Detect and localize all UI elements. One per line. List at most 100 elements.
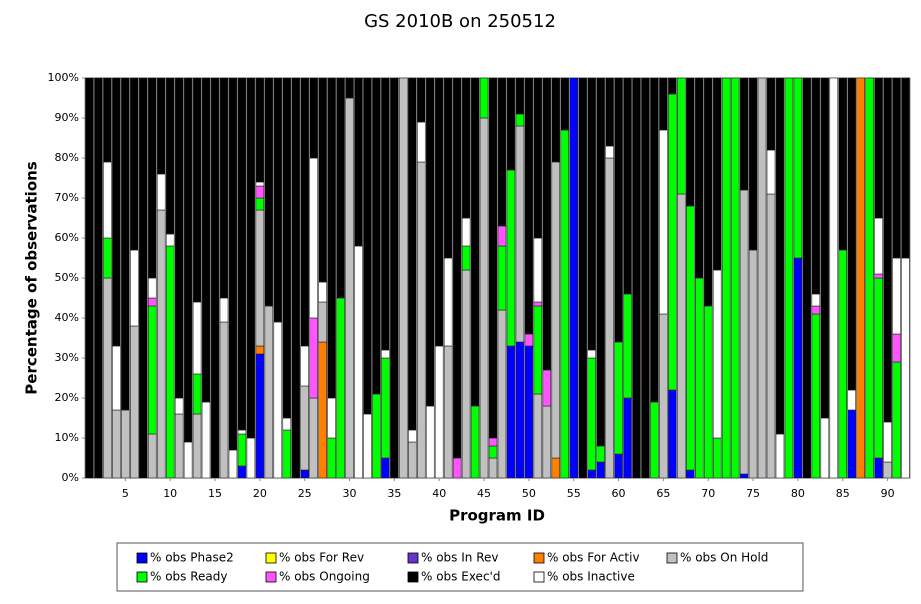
- y-tick-label: 20%: [55, 391, 79, 404]
- bar-segment: [201, 401, 211, 479]
- bar-segment: [721, 77, 731, 479]
- bar-segment: [811, 293, 821, 307]
- bar-segment: [479, 77, 489, 119]
- bar-segment: [201, 77, 211, 403]
- bar-segment: [130, 325, 139, 479]
- bar-segment: [838, 249, 848, 479]
- bar-segment: [363, 413, 372, 479]
- bar-segment: [623, 293, 632, 399]
- x-tick-label: 40: [432, 487, 446, 500]
- x-tick-label: 80: [791, 487, 805, 500]
- bar-segment: [381, 357, 390, 459]
- bar-segment: [318, 341, 327, 479]
- bar-segment: [712, 269, 722, 439]
- bar-segment: [147, 77, 157, 279]
- bar-segment: [533, 393, 543, 479]
- bar-segment: [515, 113, 525, 127]
- bar-segment: [659, 129, 668, 315]
- bar-segment: [712, 77, 722, 271]
- y-tick-label: 60%: [55, 231, 79, 244]
- legend-swatch: [533, 571, 545, 583]
- x-tick-label: 60: [612, 487, 626, 500]
- bar-segment: [452, 457, 462, 479]
- bar-segment: [569, 77, 579, 479]
- bar-segment: [874, 277, 883, 459]
- bar-segment: [793, 257, 803, 479]
- bar-segment: [112, 77, 121, 347]
- bar-segment: [273, 321, 283, 479]
- legend-swatch: [407, 571, 419, 583]
- bar-segment: [147, 297, 157, 307]
- bar-segment: [892, 361, 901, 479]
- bar-segment: [901, 257, 910, 479]
- bar-segment: [255, 209, 265, 347]
- legend-swatch: [407, 552, 419, 564]
- bar-segment: [282, 77, 292, 419]
- bar-segment: [327, 77, 336, 399]
- bar-segment: [506, 77, 516, 171]
- bar-segment: [497, 245, 507, 311]
- chart-title: GS 2010B on 250512: [364, 11, 556, 32]
- bar-segment: [210, 77, 220, 479]
- bar-segment: [739, 473, 749, 479]
- bar-segment: [712, 437, 722, 479]
- bar-segment: [694, 277, 704, 479]
- x-tick-label: 55: [567, 487, 581, 500]
- bar-segment: [156, 77, 166, 175]
- bar-segment: [847, 77, 856, 391]
- bar-segment: [488, 437, 498, 447]
- bar-segment: [300, 385, 309, 471]
- legend-swatch: [265, 552, 277, 564]
- y-tick-label: 90%: [55, 111, 79, 124]
- bar-segment: [650, 401, 659, 479]
- bar-segment: [748, 249, 758, 479]
- x-tick-label: 30: [343, 487, 357, 500]
- legend-swatch: [666, 552, 678, 564]
- bar-segment: [766, 149, 776, 195]
- bar-segment: [461, 269, 471, 479]
- bar-segment: [461, 217, 471, 247]
- bar-segment: [372, 77, 381, 395]
- y-tick-label: 30%: [55, 351, 79, 364]
- bar-segment: [506, 169, 516, 347]
- bar-segment: [237, 465, 247, 479]
- x-tick-label: 75: [746, 487, 760, 500]
- y-tick-label: 0%: [62, 471, 79, 484]
- bar-segment: [551, 457, 561, 479]
- bar-segment: [811, 77, 821, 295]
- bar-segment: [264, 77, 274, 307]
- bar-segment: [748, 77, 758, 251]
- x-tick-label: 90: [881, 487, 895, 500]
- x-tick-label: 35: [387, 487, 401, 500]
- bar-segment: [416, 77, 426, 123]
- bar-segment: [228, 449, 238, 479]
- bar-segment: [587, 469, 596, 479]
- bar-segment: [192, 301, 202, 375]
- bar-segment: [246, 437, 256, 479]
- bar-segment: [775, 433, 785, 479]
- x-tick-label: 20: [253, 487, 267, 500]
- bar-segment: [165, 245, 175, 479]
- bar-segment: [121, 409, 130, 479]
- legend-label: % obs Exec'd: [421, 570, 500, 584]
- bar-segment: [811, 305, 821, 315]
- x-tick-label: 50: [522, 487, 536, 500]
- bar-segment: [811, 313, 821, 479]
- bar-segment: [668, 93, 677, 391]
- bar-segment: [318, 77, 327, 283]
- bar-segment: [892, 257, 901, 335]
- bar-segment: [219, 297, 229, 323]
- bar-segment: [165, 77, 175, 235]
- legend-label: % obs Ongoing: [279, 570, 370, 584]
- bar-segment: [847, 409, 856, 479]
- y-tick-label: 50%: [55, 271, 79, 284]
- bar-segment: [596, 461, 605, 479]
- bar-segment: [390, 77, 399, 479]
- bar-segment: [524, 333, 534, 347]
- bar-segment: [829, 77, 839, 479]
- bar-segment: [506, 345, 516, 479]
- bar-segment: [524, 345, 534, 479]
- legend-swatch: [265, 571, 277, 583]
- bar-segment: [156, 173, 166, 211]
- bar-segment: [336, 77, 345, 299]
